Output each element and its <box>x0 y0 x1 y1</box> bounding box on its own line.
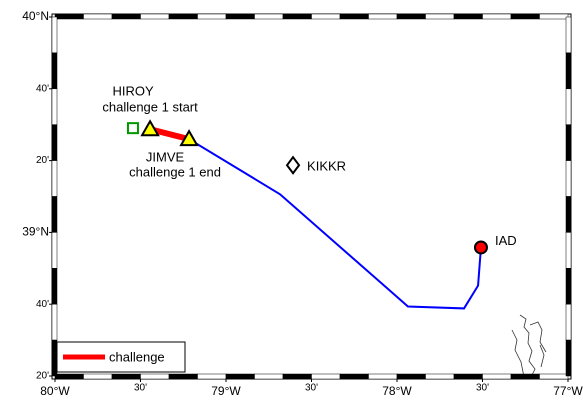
waypoint-label: HIROY <box>112 84 154 99</box>
waypoint-sublabel: challenge 1 end <box>129 165 221 180</box>
frame-band <box>539 13 569 20</box>
frame-band <box>51 16 58 54</box>
frame-band <box>225 373 255 380</box>
frame-band <box>83 373 113 380</box>
waypoint-marker <box>285 155 301 175</box>
frame-band <box>51 232 58 269</box>
frame-band <box>51 160 58 197</box>
coastline <box>511 314 547 378</box>
frame-band <box>54 373 84 380</box>
frame-band <box>539 373 569 380</box>
frame-band <box>197 373 227 380</box>
frame-band <box>565 268 572 305</box>
y-tick-label: 20' <box>36 155 49 166</box>
frame-band <box>54 13 84 20</box>
x-tick-label: 78°W <box>382 384 412 398</box>
waypoint-marker <box>140 119 160 137</box>
frame-band <box>51 339 58 377</box>
waypoint-marker <box>473 240 488 255</box>
y-tick-label: 40°N <box>22 9 49 23</box>
frame-band <box>311 13 341 20</box>
frame-band <box>282 373 312 380</box>
x-tick-label: 30' <box>476 383 489 394</box>
waypoint-marker <box>179 129 199 147</box>
frame-band <box>197 13 227 20</box>
frame-band <box>453 13 483 20</box>
waypoint-label: JIMVE <box>146 150 185 165</box>
frame-band <box>565 16 572 54</box>
x-tick-label: 30' <box>134 383 147 394</box>
frame-band <box>168 13 198 20</box>
frame-band <box>51 124 58 161</box>
frame-band <box>565 160 572 197</box>
frame-band <box>225 13 255 20</box>
waypoint-sublabel: challenge 1 start <box>102 100 198 115</box>
frame-band <box>339 373 369 380</box>
legend-label: challenge <box>109 349 165 364</box>
frame-band <box>565 339 572 377</box>
frame-band <box>51 88 58 125</box>
frame-band <box>311 373 341 380</box>
waypoint-label: IAD <box>495 233 517 248</box>
waypoint-label: KIKKR <box>307 159 346 174</box>
frame-band <box>565 52 572 90</box>
x-tick-label: 79°W <box>211 384 241 398</box>
frame-band <box>482 13 512 20</box>
x-tick-label: 77°W <box>553 384 583 398</box>
frame-band <box>565 196 572 233</box>
frame-band <box>368 13 398 20</box>
frame-band <box>168 373 198 380</box>
frame-band <box>140 13 170 20</box>
frame-band <box>565 88 572 125</box>
y-tick-label: 39°N <box>22 225 49 239</box>
origin-marker <box>126 122 139 135</box>
frame-band <box>565 303 572 341</box>
frame-band <box>83 13 113 20</box>
frame-band <box>51 196 58 233</box>
frame-band <box>396 13 426 20</box>
frame-band <box>339 13 369 20</box>
x-tick-label: 30' <box>305 383 318 394</box>
frame-band <box>111 13 141 20</box>
frame-band <box>482 373 512 380</box>
y-tick-label: 20' <box>36 371 49 382</box>
frame-band <box>51 303 58 341</box>
frame-band <box>51 52 58 90</box>
frame-band <box>510 373 540 380</box>
frame-band <box>425 373 455 380</box>
y-tick-label: 40' <box>36 299 49 310</box>
frame-band <box>510 13 540 20</box>
x-tick-label: 80°W <box>40 384 70 398</box>
frame-band <box>565 124 572 161</box>
frame-band <box>368 373 398 380</box>
frame-band <box>111 373 141 380</box>
y-tick-label: 40' <box>36 83 49 94</box>
frame-band <box>565 232 572 269</box>
frame-band <box>51 268 58 305</box>
frame-band <box>425 13 455 20</box>
frame-band <box>282 13 312 20</box>
frame-band <box>254 373 284 380</box>
frame-band <box>396 373 426 380</box>
frame-band <box>254 13 284 20</box>
frame-band <box>453 373 483 380</box>
frame-band <box>140 373 170 380</box>
